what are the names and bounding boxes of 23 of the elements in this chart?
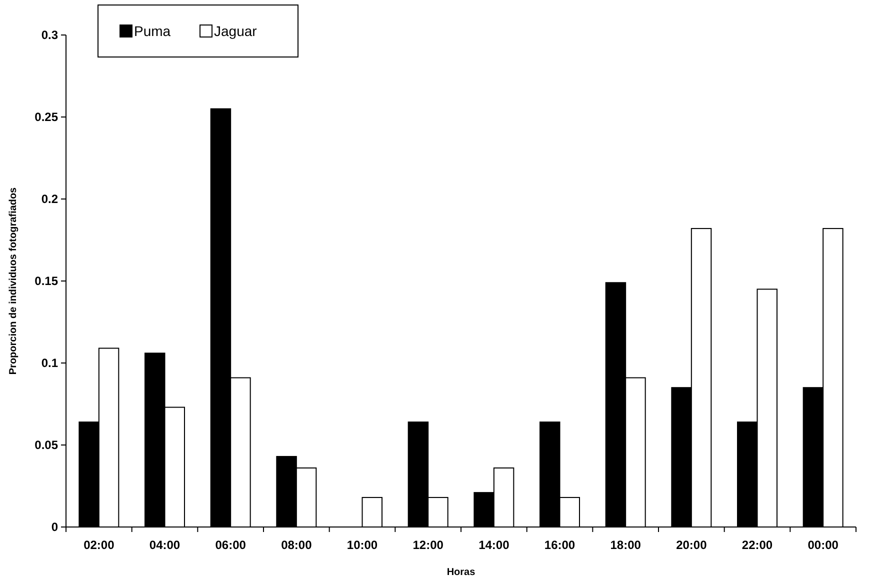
x-tick-label: 16:00 <box>544 538 576 552</box>
x-tick-label: 04:00 <box>149 538 180 552</box>
x-tick-label: 06:00 <box>215 538 246 552</box>
y-tick-label: 0 <box>51 520 58 534</box>
x-tick-label: 10:00 <box>346 538 378 552</box>
y-tick-label: 0.1 <box>41 356 58 370</box>
y-tick-label: 0.05 <box>34 438 58 452</box>
legend-label: Puma <box>134 23 171 39</box>
y-tick-label: 0.25 <box>34 110 58 124</box>
x-tick-label: 08:00 <box>281 538 312 552</box>
x-tick-label: 02:00 <box>84 538 115 552</box>
x-axis-title: Horas <box>446 567 476 578</box>
y-tick-label: 0.15 <box>34 274 58 288</box>
x-tick-label: 00:00 <box>808 538 839 552</box>
y-tick-label: 0.3 <box>41 28 58 42</box>
y-tick-label: 0.2 <box>41 192 58 206</box>
x-tick-label: 14:00 <box>478 538 510 552</box>
y-axis-title: Proporcion de individuos fotografiados <box>8 186 19 375</box>
x-tick-label: 18:00 <box>610 538 642 552</box>
x-tick-label: 20:00 <box>676 538 708 552</box>
legend-label: Jaguar <box>214 23 258 39</box>
x-tick-label: 12:00 <box>412 538 444 552</box>
x-tick-label: 22:00 <box>742 538 773 552</box>
